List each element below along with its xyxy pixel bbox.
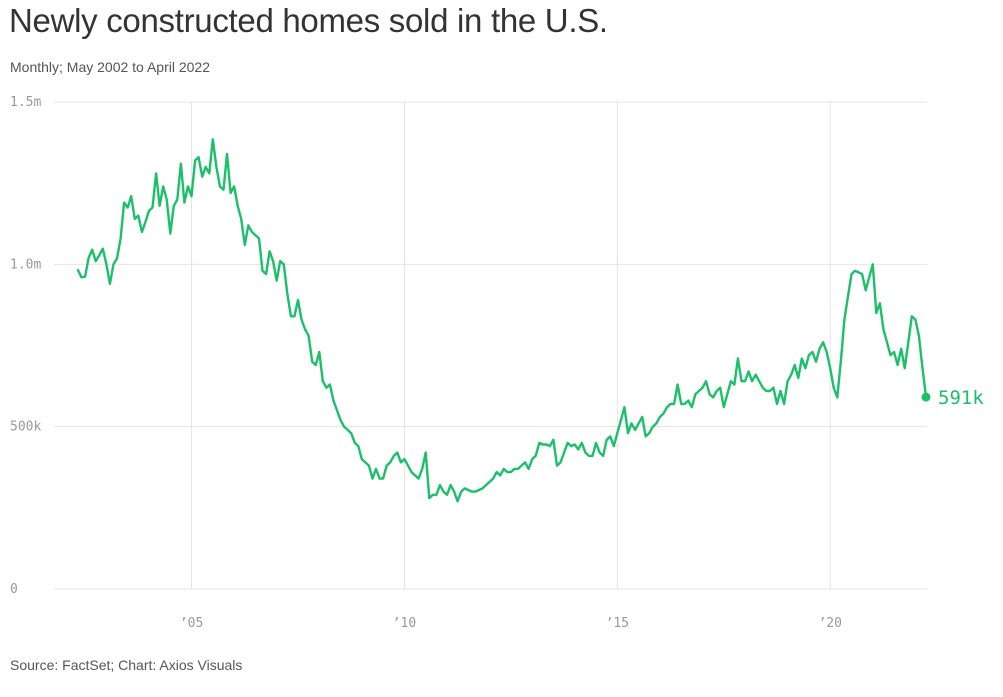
x-axis-ticks: ’05 ’10 ’15 ’20: [180, 616, 842, 631]
x-tick-label: ’05: [180, 616, 203, 631]
chart-subtitle: Monthly; May 2002 to April 2022: [10, 59, 211, 75]
series-line: [76, 138, 928, 503]
end-point-marker: [921, 392, 931, 402]
x-tick-label: ’15: [606, 616, 629, 631]
y-tick-label: 1.0m: [10, 257, 41, 272]
source-note: Source: FactSet; Chart: Axios Visuals: [10, 657, 243, 673]
y-tick-label: 500k: [10, 420, 41, 435]
y-tick-label: 1.5m: [10, 95, 41, 110]
end-value-label: 591k: [938, 387, 984, 409]
y-axis-ticks: 0 500k 1.0m 1.5m: [10, 95, 41, 597]
x-tick-label: ’10: [393, 616, 416, 631]
x-tick-label: ’20: [818, 616, 841, 631]
y-tick-label: 0: [10, 582, 18, 597]
chart-title: Newly constructed homes sold in the U.S.: [9, 2, 608, 39]
grid-lines: [54, 101, 927, 590]
series-layer: 591k: [76, 138, 984, 503]
